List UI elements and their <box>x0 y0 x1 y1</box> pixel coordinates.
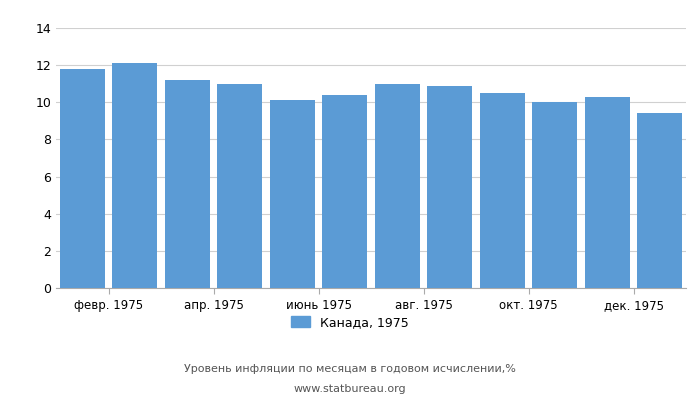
Bar <box>270 100 314 288</box>
Bar <box>323 95 367 288</box>
Bar <box>60 69 104 288</box>
Bar <box>113 63 157 288</box>
Text: Уровень инфляции по месяцам в годовом исчислении,%: Уровень инфляции по месяцам в годовом ис… <box>184 364 516 374</box>
Bar <box>218 84 262 288</box>
Bar <box>375 84 419 288</box>
Bar <box>585 97 629 288</box>
Bar <box>165 80 209 288</box>
Bar <box>638 114 682 288</box>
Bar <box>428 86 472 288</box>
Bar <box>533 102 577 288</box>
Text: www.statbureau.org: www.statbureau.org <box>294 384 406 394</box>
Bar <box>480 93 524 288</box>
Legend: Канада, 1975: Канада, 1975 <box>286 311 414 334</box>
